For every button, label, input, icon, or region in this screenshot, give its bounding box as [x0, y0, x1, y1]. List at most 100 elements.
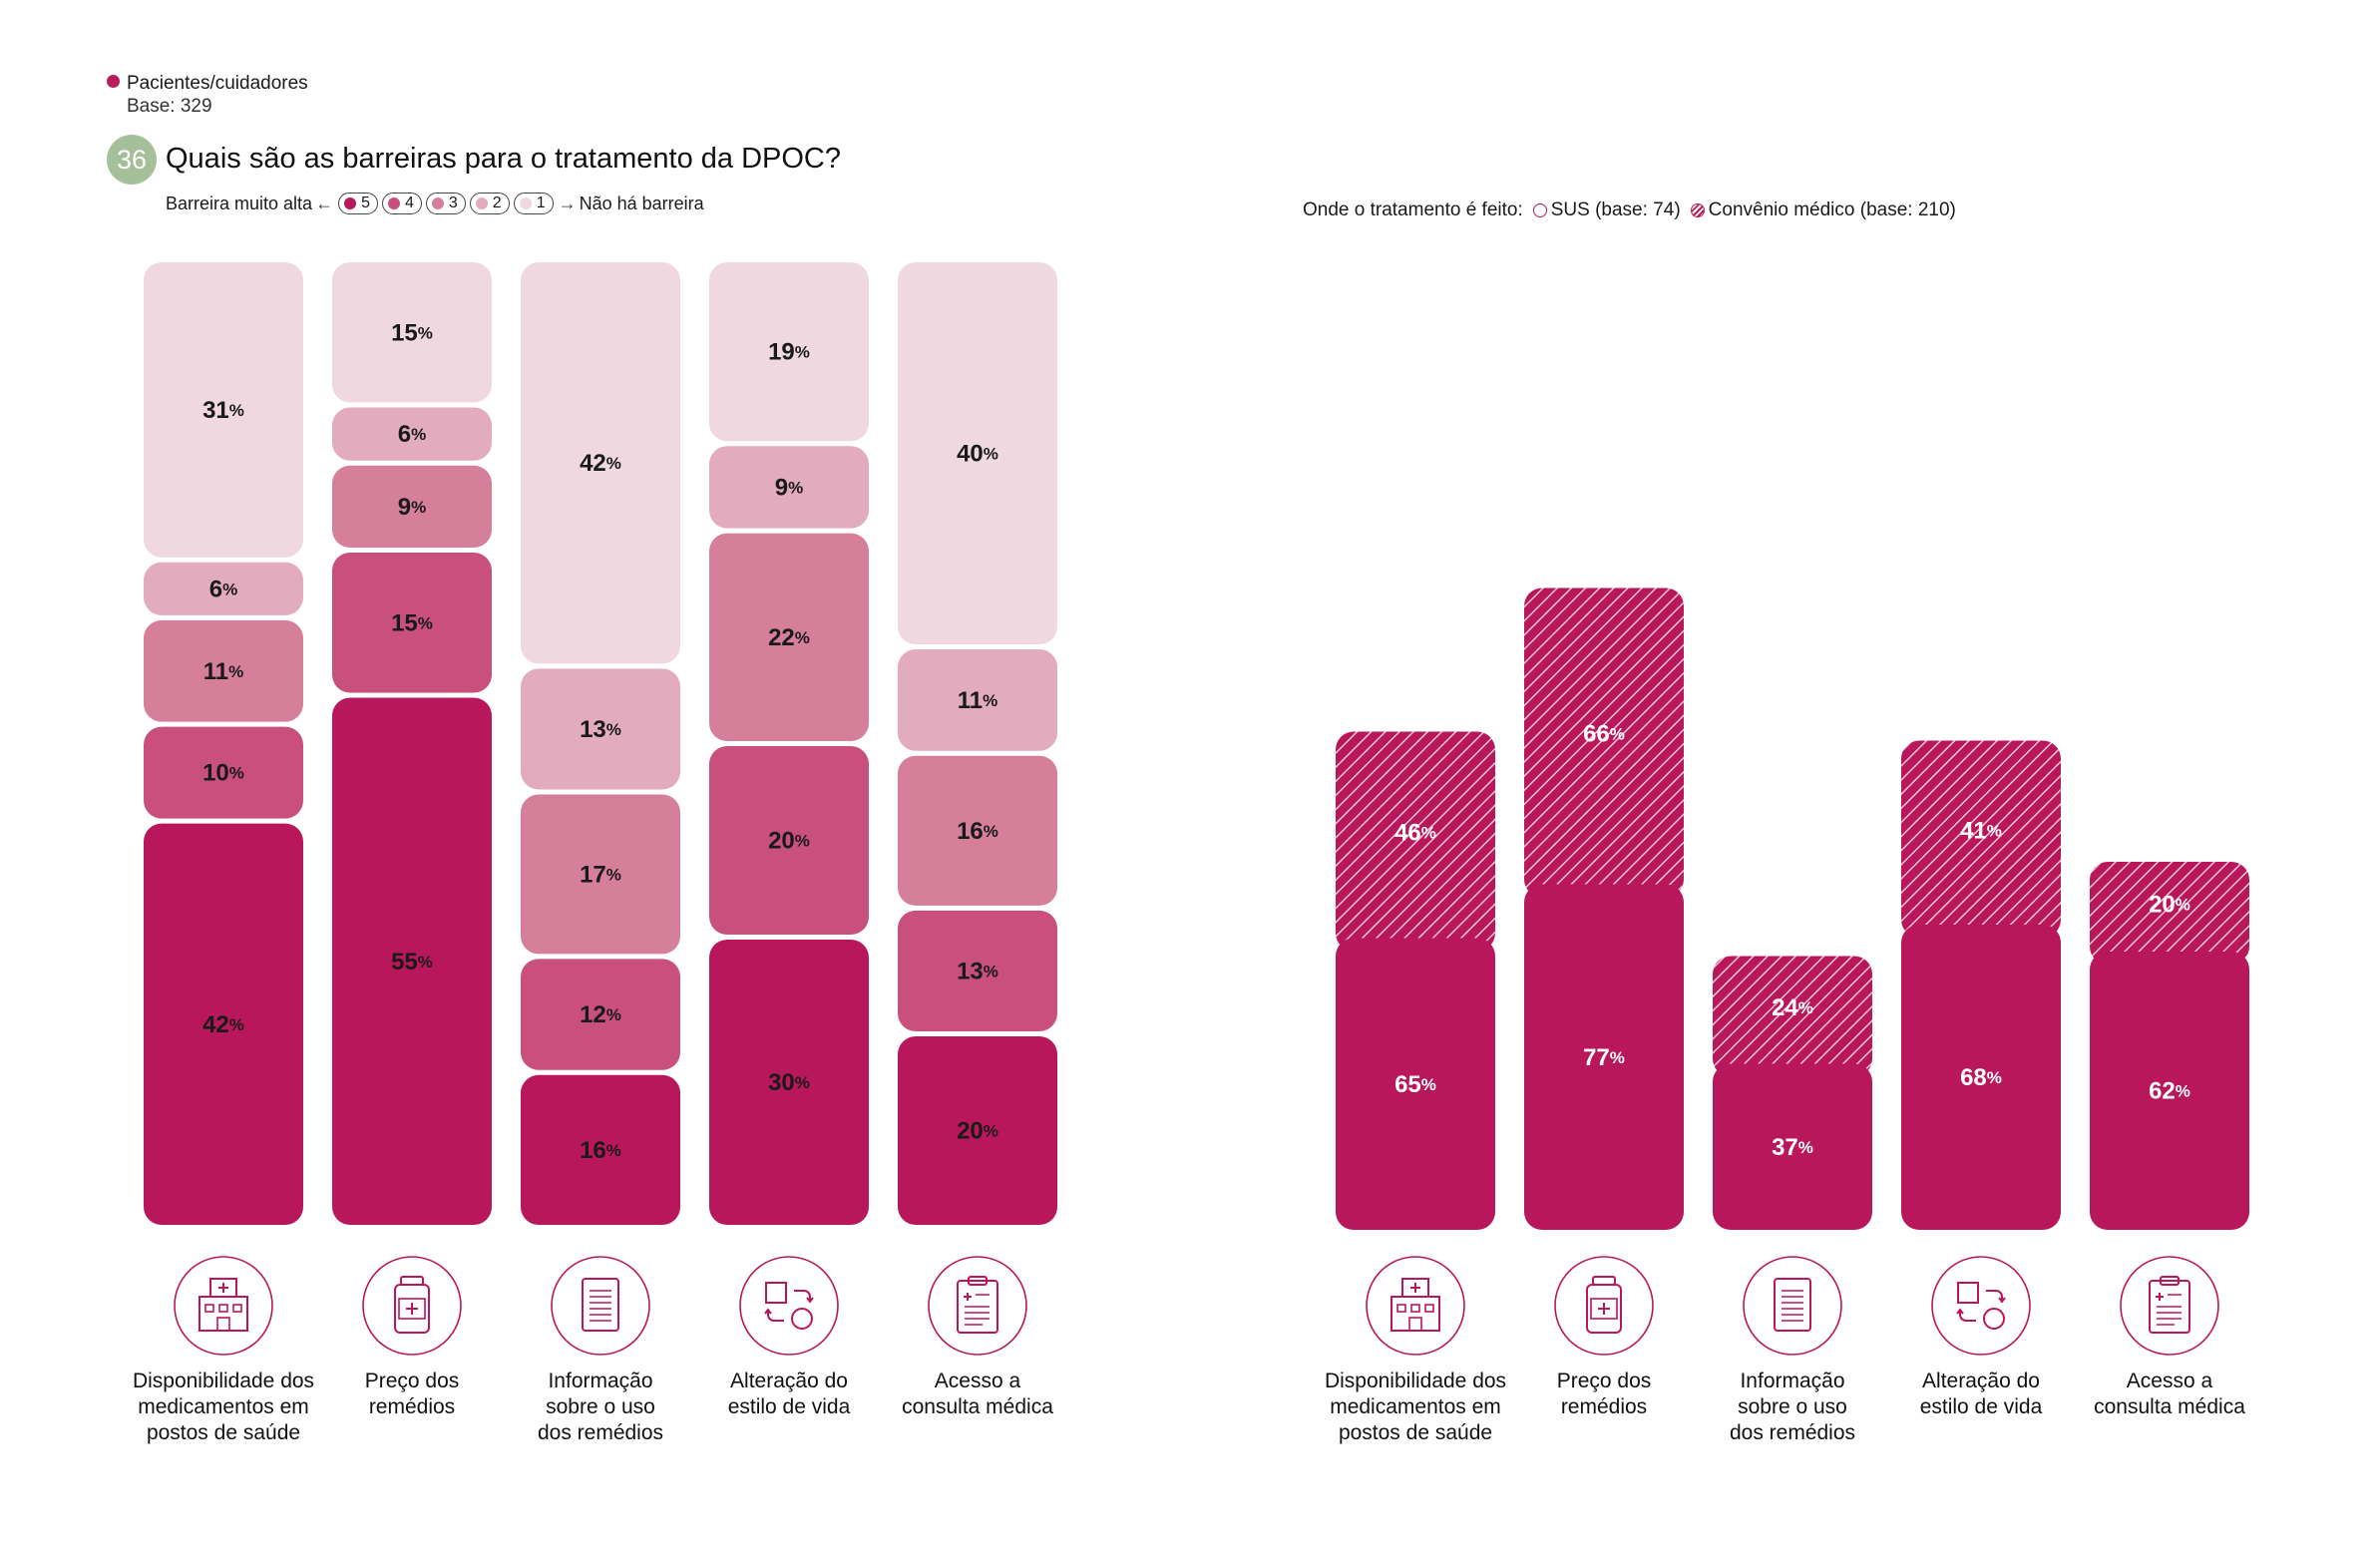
category-label-line: Alteração do	[730, 1370, 848, 1392]
category-label-line: postos de saúde	[146, 1421, 301, 1444]
scale-level-3: 3	[425, 193, 466, 214]
category-label-line: Preço dos	[364, 1370, 460, 1392]
scale-level-2: 2	[469, 193, 510, 214]
medicine-bottle-icon	[1553, 1255, 1655, 1357]
treatment-bar-column: 20% 62%	[2090, 862, 2249, 1230]
bar-segment-level-2	[709, 446, 869, 529]
bar-segment-level-5	[332, 697, 492, 1225]
sus-value-label: 77%	[1583, 1043, 1625, 1070]
bar-segment-level-5	[144, 823, 303, 1225]
bar-segment-level-5	[709, 940, 869, 1225]
bar-segment-level-2	[332, 407, 492, 461]
scale-level-label: 3	[448, 195, 458, 211]
category-label-line: remédios	[368, 1395, 456, 1418]
segment-value-label: 55%	[391, 948, 433, 975]
segment-value-label: 11%	[203, 657, 244, 684]
bar-segment-level-2	[144, 562, 303, 615]
sus-value-label: 37%	[1772, 1133, 1813, 1160]
bar-segment-level-4	[521, 959, 680, 1070]
category-label-line: postos de saúde	[1338, 1421, 1493, 1444]
convenio-bar	[1336, 731, 1495, 952]
segment-value-label: 15%	[391, 609, 433, 636]
category-label: Acesso a consulta médica	[868, 1369, 1087, 1420]
segment-value-label: 9%	[775, 474, 803, 501]
category-label: Informação sobre o uso dos remédios	[491, 1369, 710, 1446]
scale-left-label: Barreira muito alta	[166, 193, 313, 213]
category-label: Alteração do estilo de vida	[679, 1369, 899, 1420]
convenio-value-label: 46%	[1394, 819, 1436, 846]
clipboard-icon	[927, 1255, 1028, 1357]
category-label-line: estilo de vida	[1919, 1395, 2043, 1418]
respondent-dot-icon	[107, 75, 120, 88]
category-label-line: Acesso a	[934, 1370, 1021, 1392]
segment-value-label: 31%	[202, 396, 244, 423]
stacked-bar-column: 55% 15% 9% 6% 15%	[332, 262, 492, 1225]
level-3-dot-icon	[431, 197, 444, 209]
category-label: Acesso a consulta médica	[2060, 1369, 2279, 1420]
scale-level-label: 4	[404, 195, 414, 211]
stacked-bar-column: 42% 10% 11% 6% 31%	[144, 262, 303, 1225]
question-number: 36	[107, 135, 157, 185]
treatment-bar-column: 41% 68%	[1901, 740, 2061, 1230]
convenio-bar	[1524, 588, 1684, 898]
category-label-line: consulta médica	[2094, 1395, 2245, 1418]
segment-value-label: 19%	[768, 338, 810, 365]
category-label-line: Alteração do	[1922, 1370, 2040, 1392]
change-cycle-icon	[738, 1255, 840, 1357]
bar-segment-level-5	[898, 1036, 1057, 1225]
bar-segment-level-1	[709, 262, 869, 442]
clipboard-icon	[2119, 1255, 2220, 1357]
convenio-value-label: 41%	[1960, 817, 2002, 844]
sus-bar	[1524, 884, 1684, 1230]
stacked-bar-column: 20% 13% 16% 11% 40%	[898, 262, 1057, 1225]
scale-level-label: 2	[492, 195, 502, 211]
category-label: Preço dos remédios	[302, 1369, 522, 1420]
document-icon	[550, 1255, 651, 1357]
sus-swatch-icon	[1532, 203, 1547, 217]
bar-segment-level-1	[332, 262, 492, 403]
category-label-line: Informação	[548, 1370, 653, 1392]
convenio-bar	[2090, 862, 2249, 965]
segment-value-label: 10%	[202, 759, 244, 786]
segment-value-label: 6%	[209, 576, 237, 602]
convenio-bar	[1901, 740, 2061, 938]
category-label-line: medicamentos em	[1330, 1395, 1501, 1418]
segment-value-label: 16%	[957, 817, 998, 844]
convenio-value-label: 20%	[2149, 891, 2190, 918]
treatment-legend-label: Onde o tratamento é feito:	[1303, 199, 1523, 220]
treatment-bar-column: 66% 77%	[1524, 588, 1684, 1230]
category-label-line: medicamentos em	[138, 1395, 309, 1418]
bar-segment-level-2	[521, 668, 680, 790]
convenio-value-label: 66%	[1583, 720, 1625, 747]
stacked-barrier-chart: 42% 10% 11% 6% 31% 55% 15% 9% 6% 15% 16% 12% 17% 13% 4…	[144, 262, 1057, 1225]
convenio-value-label: 24%	[1772, 994, 1813, 1021]
category-label-line: sobre o uso	[1738, 1395, 1847, 1418]
stacked-bar-column: 16% 12% 17% 13% 42%	[521, 262, 680, 1225]
segment-value-label: 40%	[957, 440, 998, 467]
category-label-line: dos remédios	[1729, 1421, 1856, 1444]
segment-value-label: 11%	[958, 686, 998, 713]
sus-value-label: 65%	[1394, 1070, 1436, 1097]
right-arrow-icon: →	[558, 193, 577, 213]
scale-level-1: 1	[513, 193, 554, 214]
scale-right-label: Não há barreira	[579, 193, 704, 213]
bar-segment-level-1	[898, 262, 1057, 644]
segment-value-label: 22%	[768, 623, 810, 650]
scale-level-label: 5	[361, 195, 370, 211]
sus-legend-label: SUS (base: 74)	[1550, 199, 1681, 220]
category-label: Disponibilidade dos medicamentos em postos…	[114, 1369, 333, 1446]
stacked-bar-column: 30% 20% 22% 9% 19%	[709, 262, 869, 1225]
category-label-line: dos remédios	[537, 1421, 664, 1444]
bar-segment-level-1	[144, 262, 303, 558]
sus-value-label: 62%	[2149, 1077, 2190, 1104]
treatment-legend: Onde o tratamento é feito: SUS (base: 74…	[1303, 199, 1956, 221]
bar-segment-level-1	[521, 262, 680, 664]
respondent-legend: Pacientes/cuidadores Base: 329	[107, 72, 308, 118]
hospital-icon	[173, 1255, 274, 1357]
segment-value-label: 42%	[580, 450, 621, 477]
segment-value-label: 30%	[768, 1069, 810, 1096]
treatment-location-chart: 46% 65% 66% 77% 24% 37% 41% 68% 20% 62%	[1336, 588, 2249, 1230]
respondent-base: Base: 329	[127, 96, 212, 117]
segment-value-label: 15%	[391, 319, 433, 346]
